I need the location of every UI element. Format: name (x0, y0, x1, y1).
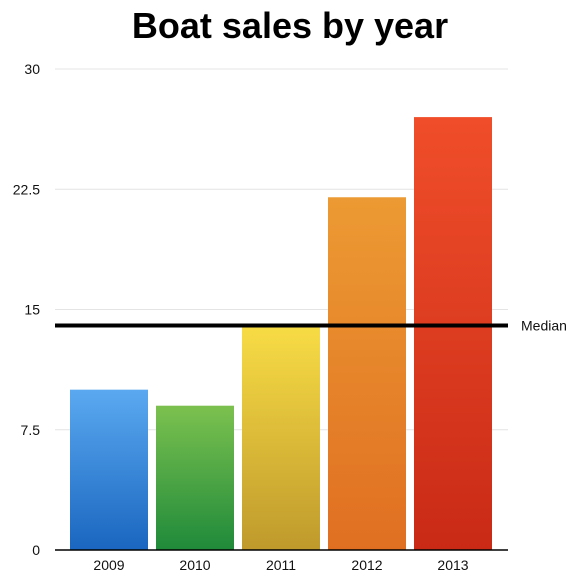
chart-title: Boat sales by year (132, 5, 448, 46)
y-axis-ticks: 0 7.5 15 22.5 30 (13, 61, 40, 558)
x-tick-label: 2009 (93, 557, 124, 573)
bar-2010 (156, 405, 234, 550)
x-tick-label: 2010 (179, 557, 210, 573)
bars (70, 117, 492, 550)
x-tick-label: 2013 (437, 557, 468, 573)
bar-2012 (328, 197, 406, 550)
x-tick-label: 2012 (351, 557, 382, 573)
bar-2011 (242, 325, 320, 550)
y-tick-label: 15 (24, 302, 40, 318)
y-tick-label: 22.5 (13, 181, 40, 197)
y-tick-label: 0 (32, 542, 40, 558)
y-tick-label: 7.5 (21, 422, 41, 438)
bar-2009 (70, 389, 148, 550)
y-tick-label: 30 (24, 61, 40, 77)
bar-2013 (414, 117, 492, 550)
x-axis-ticks: 2009 2010 2011 2012 2013 (93, 557, 468, 573)
x-tick-label: 2011 (266, 557, 296, 573)
median-label: Median (521, 318, 567, 334)
